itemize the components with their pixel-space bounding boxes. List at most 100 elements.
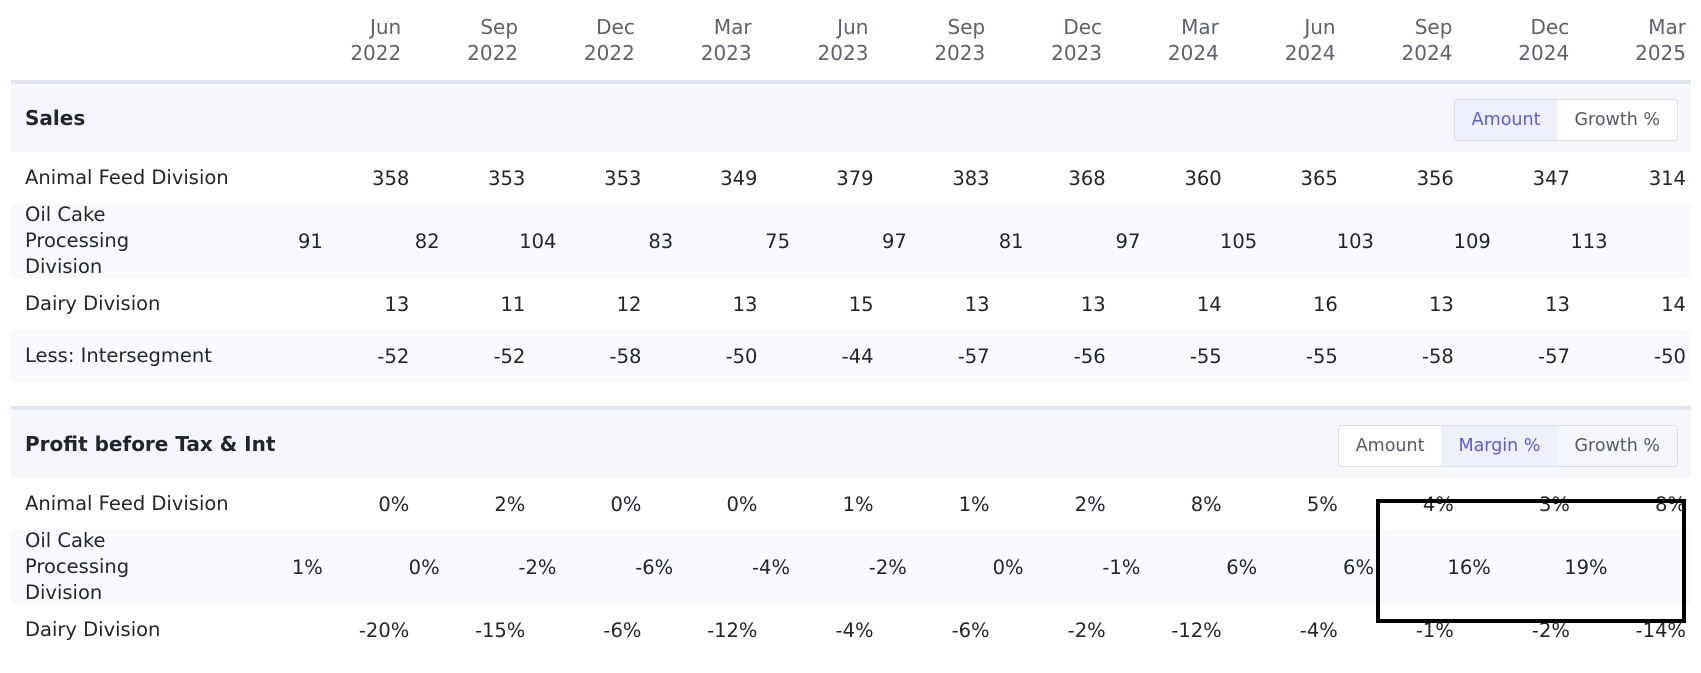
period-month: Sep	[480, 15, 519, 39]
value-cell: 6%	[1343, 555, 1374, 579]
period-year: 2023	[1051, 41, 1103, 65]
period-year: 2023	[934, 41, 986, 65]
pbt-view-toggle: Amount Margin % Growth %	[1337, 425, 1678, 467]
value-cell: -12%	[1171, 618, 1222, 642]
value-cell: 349	[720, 166, 758, 190]
row-label: Dairy Division	[25, 292, 161, 315]
section-divider	[11, 382, 1691, 410]
value-cell: 83	[648, 229, 674, 253]
value-cell: 15	[848, 292, 874, 316]
period-year: 2022	[350, 41, 402, 65]
value-cell: -1%	[1102, 555, 1141, 579]
value-cell: 347	[1532, 166, 1570, 190]
period-header: Sep 2022	[406, 14, 523, 80]
period-year: 2024	[1284, 41, 1336, 65]
value-cell: 13	[1429, 292, 1454, 316]
value-cell: 379	[836, 166, 874, 190]
period-month: Sep	[947, 15, 986, 39]
pbt-rows: Animal Feed Division 0% 2% 0% 0% 1% 1% 2% 8% 5% 4%…	[11, 478, 1691, 656]
toggle-option-margin[interactable]: Margin %	[1441, 426, 1558, 466]
period-month: Mar	[1181, 15, 1219, 39]
value-cell: -44	[841, 344, 874, 368]
value-cell: -6%	[603, 618, 642, 642]
period-year: 2024	[1167, 41, 1219, 65]
value-cell: -2%	[1531, 618, 1570, 642]
value-cell: 2%	[1074, 492, 1106, 516]
period-header: Dec 2023	[990, 14, 1107, 80]
table-row: Animal Feed Division 358 353 353 349 379 383 36…	[11, 152, 1691, 204]
toggle-option-amount[interactable]: Amount	[1454, 100, 1558, 140]
value-cell: 0%	[378, 492, 410, 516]
period-month: Dec	[596, 15, 635, 39]
value-cell: -52	[377, 344, 410, 368]
value-cell: -12%	[707, 618, 758, 642]
table-row: Dairy Division -20% -15% -6% -12% -4% -6% -2% -1…	[11, 604, 1691, 656]
value-cell: -58	[1421, 344, 1454, 368]
period-header-row: Jun 2022 Sep 2022 Dec 2022 Mar 2023 Jun 2023 Sep 20…	[11, 0, 1691, 84]
period-headers: Jun 2022 Sep 2022 Dec 2022 Mar 2023 Jun 2023 Sep 20…	[289, 14, 1691, 80]
period-header: Dec 2022	[523, 14, 640, 80]
value-cell: 97	[1115, 229, 1141, 253]
toggle-option-growth[interactable]: Growth %	[1557, 100, 1677, 140]
value-cell: -20%	[358, 618, 410, 642]
value-cell: 91	[297, 229, 323, 253]
value-cell: 2%	[494, 492, 526, 516]
period-month: Dec	[1063, 15, 1103, 39]
period-header: Sep 2024	[1341, 14, 1458, 80]
period-header: Jun 2024	[1224, 14, 1341, 80]
value-cell: 82	[414, 229, 440, 253]
period-header: Sep 2023	[873, 14, 990, 80]
period-header: Jun 2022	[289, 14, 406, 80]
period-header: Mar 2025	[1574, 14, 1691, 80]
sales-section-header: Sales Amount Growth %	[11, 84, 1691, 152]
period-month: Sep	[1414, 15, 1453, 39]
sales-view-toggle: Amount Growth %	[1453, 99, 1678, 141]
value-cell: 8%	[1655, 492, 1686, 516]
value-cell: 5%	[1306, 492, 1338, 516]
value-cell: 109	[1453, 229, 1491, 253]
value-cell: 365	[1300, 166, 1338, 190]
value-cell: -1%	[1415, 618, 1454, 642]
value-cell: 0%	[610, 492, 642, 516]
value-cell: 13	[384, 292, 410, 316]
period-header: Jun 2023	[757, 14, 874, 80]
value-cell: 81	[998, 229, 1024, 253]
value-cell: 0%	[408, 555, 440, 579]
value-cell: 353	[604, 166, 642, 190]
row-label: Less: Intersegment	[25, 344, 212, 367]
period-year: 2022	[467, 41, 519, 65]
value-cell: 13	[1545, 292, 1570, 316]
value-cell: 105	[1219, 229, 1258, 253]
value-cell: 14	[1196, 292, 1222, 316]
period-header: Dec 2024	[1457, 14, 1574, 80]
pbt-section-title: Profit before Tax & Int	[25, 432, 276, 456]
value-cell: -55	[1305, 344, 1338, 368]
period-header: Mar 2023	[640, 14, 757, 80]
value-cell: -52	[493, 344, 526, 368]
value-cell: 1%	[958, 492, 990, 516]
value-cell: -4%	[752, 555, 790, 579]
value-cell: 4%	[1422, 492, 1454, 516]
value-cell: 383	[952, 166, 990, 190]
row-label: Animal Feed Division	[25, 166, 229, 189]
row-label: Animal Feed Division	[25, 492, 229, 515]
sales-section-title: Sales	[25, 106, 86, 130]
period-month: Jun	[837, 15, 869, 39]
period-month: Jun	[1304, 15, 1336, 39]
value-cell: -2%	[868, 555, 907, 579]
period-year: 2022	[583, 41, 635, 65]
value-cell: -6%	[635, 555, 674, 579]
value-cell: 103	[1336, 229, 1374, 253]
row-label: Oil Cake Processing Division	[25, 203, 130, 278]
toggle-option-growth[interactable]: Growth %	[1557, 426, 1677, 466]
period-month: Jun	[369, 15, 402, 39]
period-year: 2023	[817, 41, 869, 65]
value-cell: -4%	[835, 618, 874, 642]
value-cell: -55	[1189, 344, 1222, 368]
value-cell: 0%	[992, 555, 1024, 579]
value-cell: 13	[964, 292, 990, 316]
value-cell: -15%	[474, 618, 526, 642]
toggle-option-amount[interactable]: Amount	[1338, 426, 1442, 466]
value-cell: 353	[488, 166, 526, 190]
value-cell: 97	[881, 229, 907, 253]
